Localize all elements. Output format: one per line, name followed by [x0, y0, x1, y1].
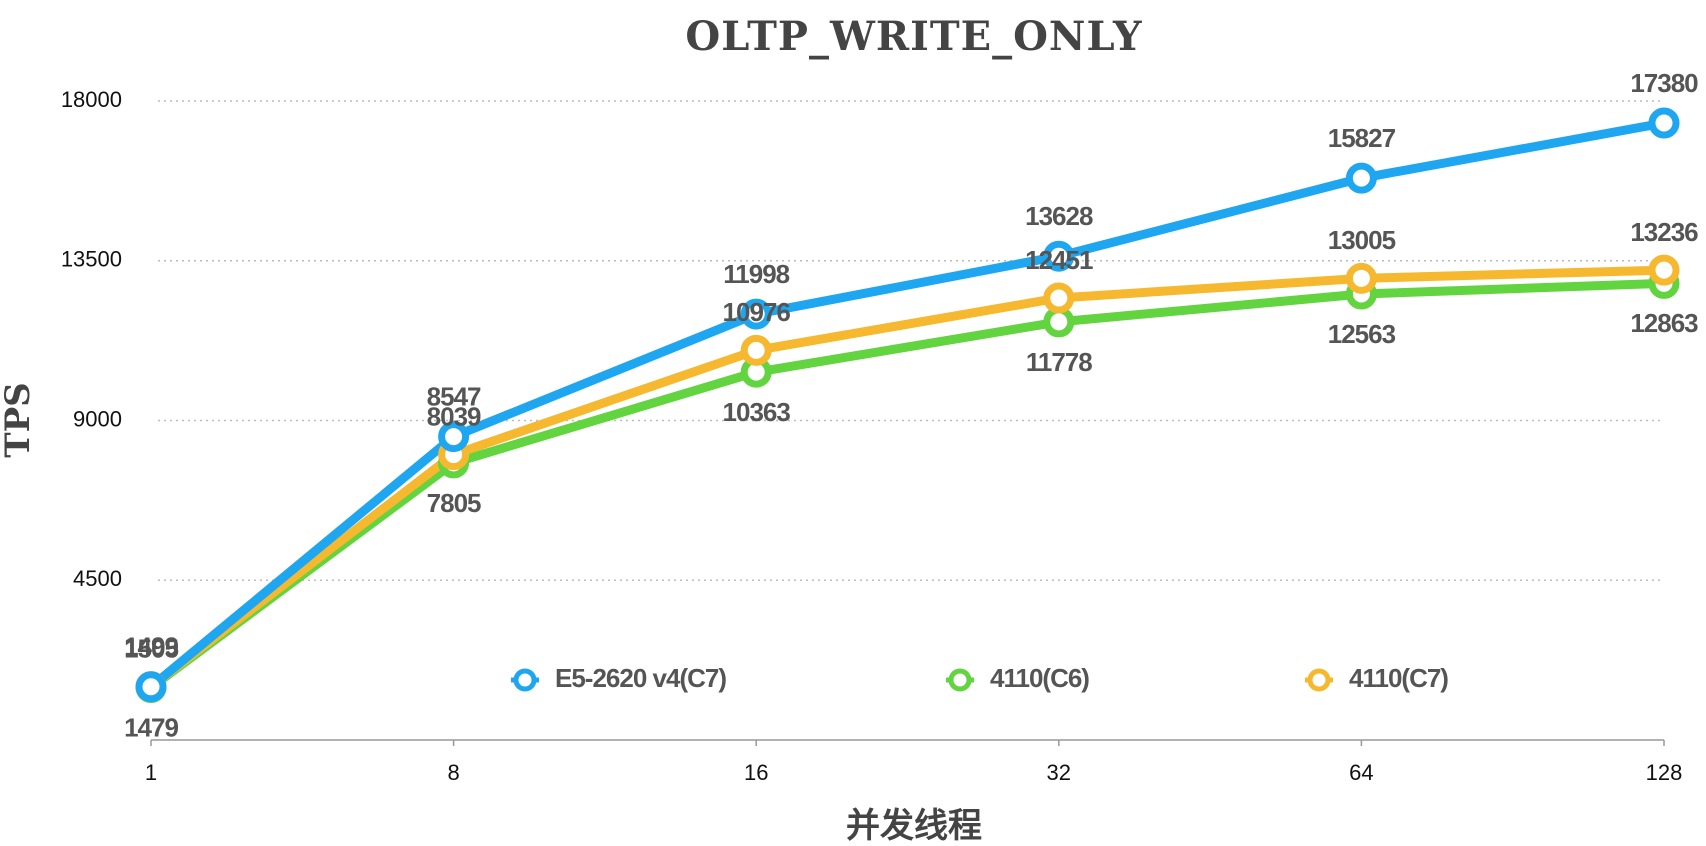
- value-label: 11998: [723, 259, 789, 289]
- data-point: [438, 421, 470, 453]
- data-point: [740, 298, 772, 330]
- series-line: [148, 265, 1665, 691]
- value-label: 17380: [1630, 68, 1698, 98]
- x-tick-label: 16: [744, 760, 768, 785]
- value-label: 13005: [1328, 225, 1396, 255]
- legend-label: 4110(C7): [1349, 663, 1448, 693]
- series-line: [148, 118, 1665, 691]
- value-label: 13628: [1025, 201, 1093, 231]
- value-label: 1499: [124, 632, 178, 662]
- chart-title: OLTP_WRITE_ONLY: [685, 13, 1142, 60]
- value-label: 8039: [427, 401, 481, 431]
- y-axis-label: TPS: [0, 382, 38, 457]
- x-axis-label: 并发线程: [846, 807, 982, 845]
- data-point: [1043, 282, 1075, 314]
- data-point: [135, 671, 167, 703]
- data-point: [1043, 240, 1075, 272]
- data-point: [740, 334, 772, 366]
- value-label: 12863: [1630, 308, 1698, 338]
- value-label: 7805: [427, 488, 481, 518]
- value-label: 11778: [1026, 347, 1092, 377]
- value-label: 12451: [1025, 245, 1093, 275]
- data-point: [1648, 254, 1680, 286]
- x-tick-label: 8: [447, 760, 459, 785]
- y-tick-label: 4500: [73, 566, 122, 591]
- x-tick-label: 32: [1047, 760, 1071, 785]
- legend-marker: [948, 668, 972, 692]
- value-label: 1479: [124, 712, 178, 742]
- data-point: [1648, 107, 1680, 139]
- value-label: 10976: [723, 297, 791, 327]
- series-line: [148, 278, 1665, 692]
- value-label: 12563: [1328, 319, 1396, 349]
- y-tick-label: 18000: [61, 87, 122, 112]
- value-label: 10363: [723, 397, 791, 427]
- x-tick-label: 128: [1646, 760, 1683, 785]
- x-tick-label: 1: [145, 760, 157, 785]
- y-tick-label: 9000: [73, 406, 122, 431]
- value-label: 1505: [124, 633, 178, 663]
- value-label: 15827: [1328, 123, 1396, 153]
- value-label: 13236: [1630, 217, 1698, 247]
- x-tick-label: 64: [1349, 760, 1373, 785]
- data-point: [1345, 162, 1377, 194]
- legend-label: E5-2620 v4(C7): [555, 663, 726, 693]
- value-label: 8547: [427, 381, 481, 411]
- legend-marker: [513, 668, 537, 692]
- y-tick-label: 13500: [61, 247, 122, 272]
- legend-marker: [1307, 668, 1331, 692]
- legend-label: 4110(C6): [990, 663, 1089, 693]
- data-point: [1345, 262, 1377, 294]
